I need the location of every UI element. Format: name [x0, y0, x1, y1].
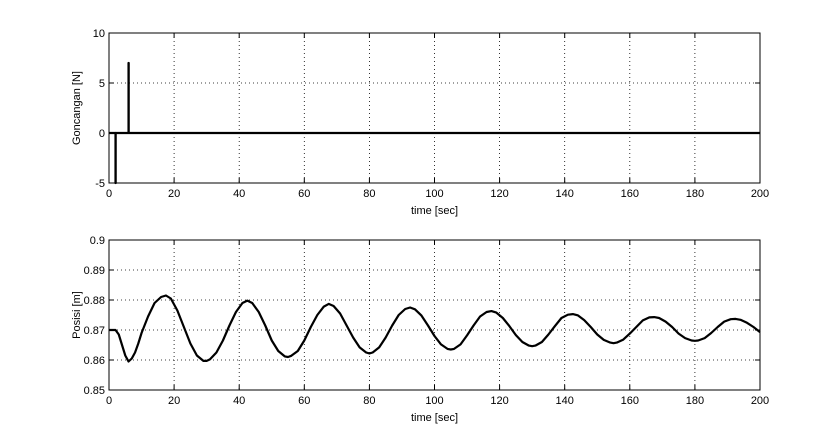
x-tick-label: 40	[233, 395, 245, 407]
x-tick-label: 0	[106, 188, 112, 200]
x-axis-label: time [sec]	[411, 205, 458, 217]
series-line	[109, 294, 761, 363]
y-tick-label: -5	[95, 178, 105, 190]
x-tick-label: 140	[556, 395, 574, 407]
x-tick-label: 160	[621, 395, 639, 407]
x-tick-label: 160	[621, 188, 639, 200]
y-axis-label: Posisi [m]	[71, 291, 83, 339]
y-tick-label: 0.89	[84, 265, 105, 277]
x-tick-label: 100	[425, 188, 443, 200]
x-tick-label: 180	[686, 188, 704, 200]
x-tick-label: 20	[168, 395, 180, 407]
y-tick-label: 0.9	[90, 235, 105, 247]
x-axis-label: time [sec]	[411, 412, 458, 424]
x-tick-label: 140	[556, 188, 574, 200]
chart-posisi: 0 20 40 60 80 100 120 140 160 180 200 0.85 0.86 0.87 0…	[71, 235, 769, 424]
x-tick-label: 60	[298, 395, 310, 407]
y-tick-label: 0.87	[84, 325, 105, 337]
x-tick-label: 120	[490, 188, 508, 200]
x-tick-label: 60	[298, 188, 310, 200]
y-tick-label: 0.85	[84, 385, 105, 397]
x-tick-label: 0	[106, 395, 112, 407]
x-tick-label: 200	[751, 188, 769, 200]
y-tick-label: 5	[99, 78, 105, 90]
y-tick-label: 0.86	[84, 355, 105, 367]
series-line	[109, 61, 760, 185]
x-tick-label: 100	[425, 395, 443, 407]
x-tick-label: 200	[751, 395, 769, 407]
y-tick-label: 10	[93, 28, 105, 40]
y-axis-label: Goncangan [N]	[71, 71, 83, 145]
plot-area	[109, 240, 760, 390]
x-tick-label: 180	[686, 395, 704, 407]
x-tick-label: 80	[363, 395, 375, 407]
plot-area	[109, 33, 760, 183]
plot-frame	[108, 239, 761, 391]
x-tick-label: 120	[490, 395, 508, 407]
y-tick-label: 0	[99, 128, 105, 140]
x-tick-label: 20	[168, 188, 180, 200]
x-tick-label: 80	[363, 188, 375, 200]
plot-frame	[108, 32, 761, 184]
x-tick-label: 40	[233, 188, 245, 200]
y-tick-label: 0.88	[84, 295, 105, 307]
